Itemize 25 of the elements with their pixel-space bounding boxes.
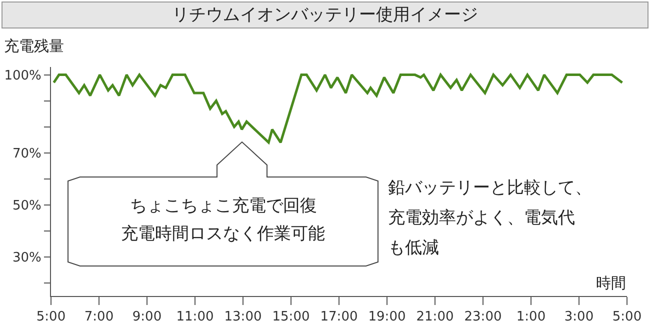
x-tick-label: 11:00 <box>176 310 214 325</box>
x-tick-label: 9:00 <box>132 310 162 325</box>
annotation: 充電効率がよく、電気代 <box>388 208 575 228</box>
annotation: ちょこちょこ充電で回復 <box>130 196 317 216</box>
x-tick-label: 21:00 <box>416 310 454 325</box>
y-tick-label: 70% <box>12 146 42 162</box>
y-axis-title: 充電残量 <box>4 37 64 55</box>
x-tick-label: 19:00 <box>368 310 406 325</box>
x-tick-label: 5:00 <box>612 310 642 325</box>
chart-title: リチウムイオンバッテリー使用イメージ <box>172 5 478 25</box>
x-tick-label: 15:00 <box>272 310 310 325</box>
annotation: 充電時間ロスなく作業可能 <box>121 224 325 244</box>
x-tick-label: 1:00 <box>516 310 546 325</box>
y-tick-label: 50% <box>12 198 42 214</box>
x-tick-label: 3:00 <box>564 310 594 325</box>
annotation: 鉛バッテリーと比較して、 <box>388 178 592 198</box>
annotation: も低減 <box>388 238 439 258</box>
x-tick-label: 13:00 <box>224 310 262 325</box>
y-tick-label: 100% <box>4 68 42 84</box>
x-tick-label: 23:00 <box>464 310 502 325</box>
x-axis-title: 時間 <box>596 274 626 292</box>
x-tick-label: 17:00 <box>320 310 358 325</box>
x-tick-label: 7:00 <box>84 310 114 325</box>
y-tick-label: 30% <box>12 250 42 266</box>
x-tick-label: 5:00 <box>36 310 66 325</box>
